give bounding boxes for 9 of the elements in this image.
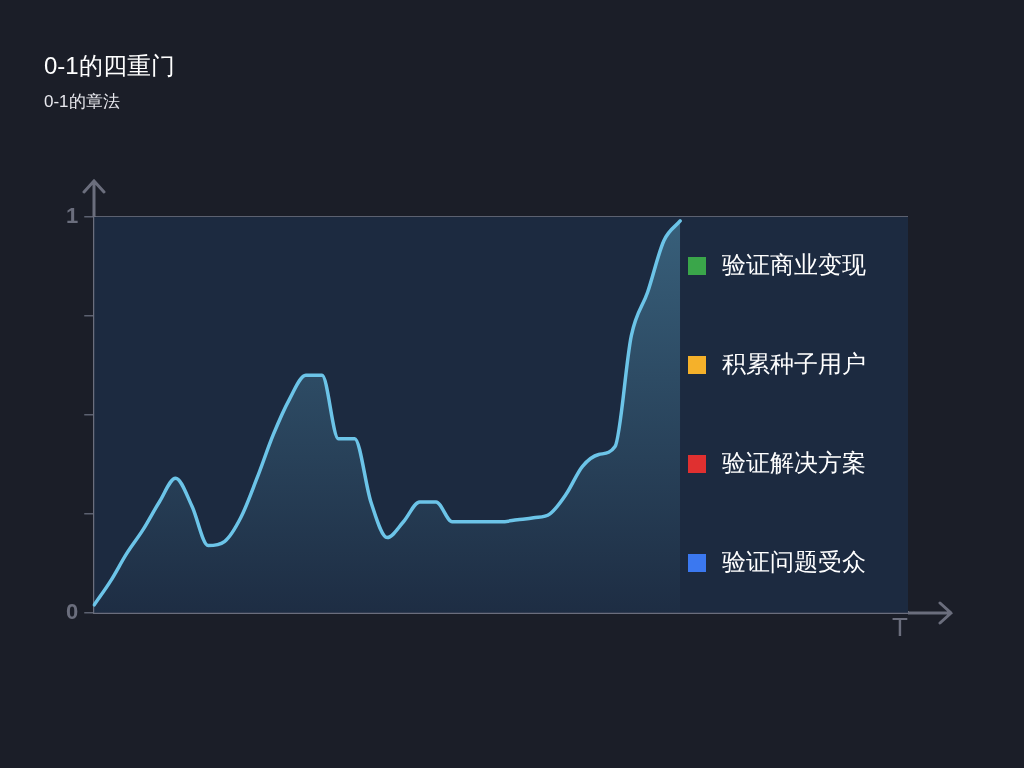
annotation: 积累种子用户: [722, 349, 866, 378]
x-axis-title: T: [892, 611, 909, 642]
annotation: 验证问题受众: [722, 547, 866, 576]
chart-subtitle: 0-1的章法: [44, 91, 120, 113]
annotation: 验证商业变现: [722, 250, 866, 279]
annotation: 验证解决方案: [722, 448, 866, 477]
y-tick-label: 1: [65, 203, 79, 229]
chart-title: 0-1的四重门: [44, 51, 175, 81]
y-tick-label: 0: [65, 598, 79, 624]
